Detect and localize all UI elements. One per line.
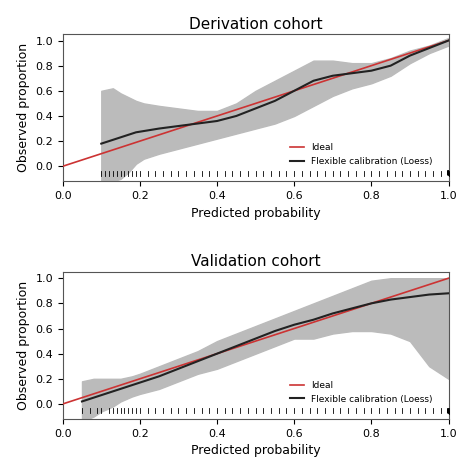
X-axis label: Predicted probability: Predicted probability — [191, 444, 320, 457]
Title: Derivation cohort: Derivation cohort — [189, 17, 322, 32]
Legend: Ideal, Flexible calibration (Loess): Ideal, Flexible calibration (Loess) — [287, 377, 436, 407]
Title: Validation cohort: Validation cohort — [191, 255, 320, 269]
Y-axis label: Observed proportion: Observed proportion — [17, 43, 30, 173]
Legend: Ideal, Flexible calibration (Loess): Ideal, Flexible calibration (Loess) — [287, 140, 436, 170]
Y-axis label: Observed proportion: Observed proportion — [17, 281, 30, 410]
X-axis label: Predicted probability: Predicted probability — [191, 207, 320, 219]
